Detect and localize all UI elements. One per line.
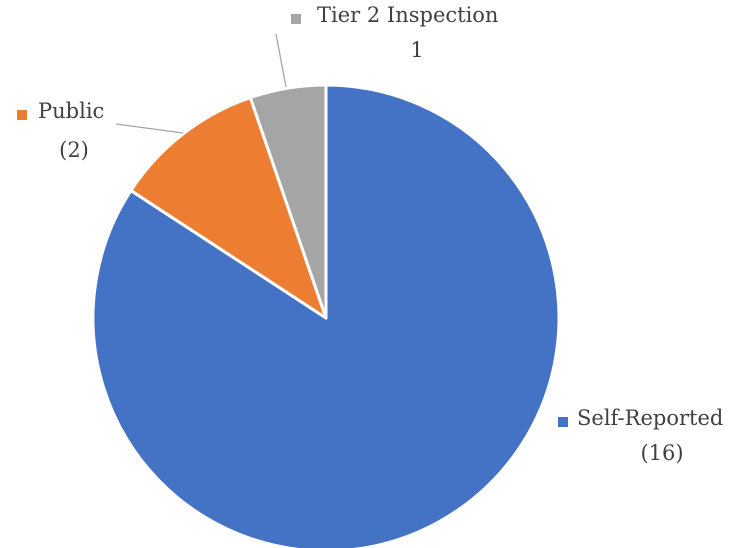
pie-slices [91, 83, 561, 548]
slice-label-public: Public [38, 99, 104, 123]
legend-key-tier-2-inspection [291, 14, 301, 24]
slice-tier-2-inspection [248, 83, 328, 320]
slice-label-self-reported: Self-Reported [577, 406, 723, 430]
data-labels: Self-Reported (16) Public (2) Tier 2 Inspect… [17, 3, 723, 465]
legend-key-public [17, 110, 27, 120]
slice-label-tier-2-inspection: Tier 2 Inspection [317, 3, 498, 27]
slice-value-tier-2-inspection: 1 [410, 38, 423, 62]
slice-public [129, 96, 328, 320]
legend-key-self-reported [558, 417, 568, 427]
leader-line-public [115, 123, 184, 134]
slice-value-self-reported: (16) [640, 441, 683, 465]
leader-lines [115, 33, 287, 134]
leader-line-tier-2-inspection [275, 33, 287, 88]
slice-value-public: (2) [59, 138, 89, 162]
